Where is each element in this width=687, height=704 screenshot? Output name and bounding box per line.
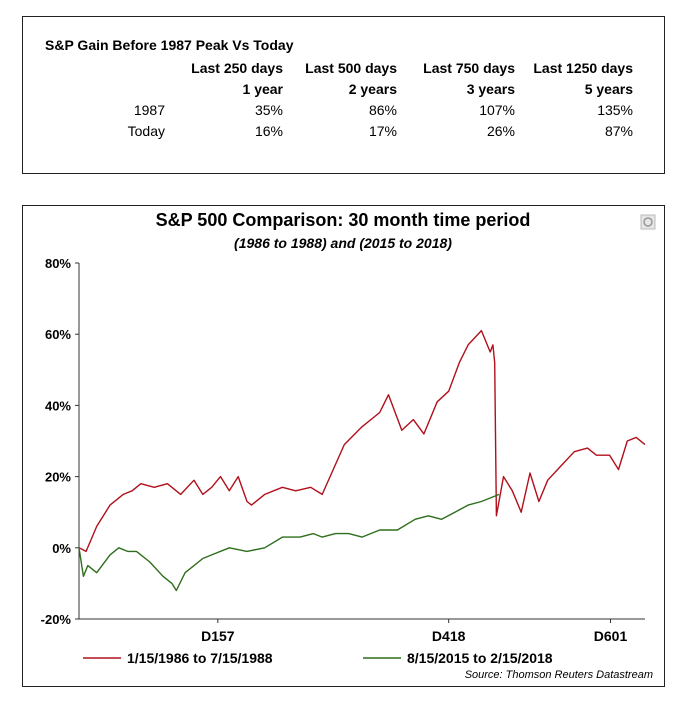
chart-source: Source: Thomson Reuters Datastream xyxy=(465,669,653,681)
x-tick-label: D418 xyxy=(432,628,466,644)
chart-menu-icon[interactable] xyxy=(640,214,656,230)
chart-title: S&P 500 Comparison: 30 month time period xyxy=(156,210,531,230)
y-tick-label: 20% xyxy=(45,470,71,485)
x-tick-label: D157 xyxy=(201,628,235,644)
series-line-1986 xyxy=(78,329,646,553)
header-250: Last 250 days xyxy=(191,60,283,76)
header-750: Last 750 days xyxy=(423,60,515,76)
legend-label-1986: 1/15/1986 to 7/15/1988 xyxy=(127,650,273,666)
gain-table: S&P Gain Before 1987 Peak Vs Today Last … xyxy=(22,16,665,174)
cell-1987-750: 107% xyxy=(479,102,515,118)
table-title: S&P Gain Before 1987 Peak Vs Today xyxy=(45,37,294,53)
subheader-1-year: 1 year xyxy=(242,81,283,97)
cell-1987-1250: 135% xyxy=(597,102,633,118)
x-tick-label: D601 xyxy=(594,628,628,644)
row-label-1987: 1987 xyxy=(133,102,165,118)
cell-today-250: 16% xyxy=(254,123,283,139)
cell-today-500: 17% xyxy=(368,123,397,139)
cell-1987-250: 35% xyxy=(254,102,283,118)
header-500: Last 500 days xyxy=(305,60,397,76)
header-1250: Last 1250 days xyxy=(533,60,633,76)
row-label-today: Today xyxy=(127,123,165,139)
legend-label-2015: 8/15/2015 to 2/15/2018 xyxy=(407,650,553,666)
series-line-2015 xyxy=(78,493,500,592)
subheader-2-years: 2 years xyxy=(348,81,397,97)
subheader-5-years: 5 years xyxy=(584,81,633,97)
y-tick-label: 80% xyxy=(45,256,71,271)
y-tick-label: -20% xyxy=(41,612,72,627)
cell-today-750: 26% xyxy=(486,123,515,139)
chart-panel: S&P 500 Comparison: 30 month time period… xyxy=(22,205,665,687)
subheader-3-years: 3 years xyxy=(466,81,515,97)
cell-1987-500: 86% xyxy=(368,102,397,118)
y-tick-label: 40% xyxy=(45,398,71,413)
cell-today-1250: 87% xyxy=(604,123,633,139)
y-tick-label: 0% xyxy=(52,541,71,556)
chart-svg: S&P 500 Comparison: 30 month time period… xyxy=(41,210,656,681)
y-tick-label: 60% xyxy=(45,327,71,342)
chart-subtitle: (1986 to 1988) and (2015 to 2018) xyxy=(234,235,452,251)
